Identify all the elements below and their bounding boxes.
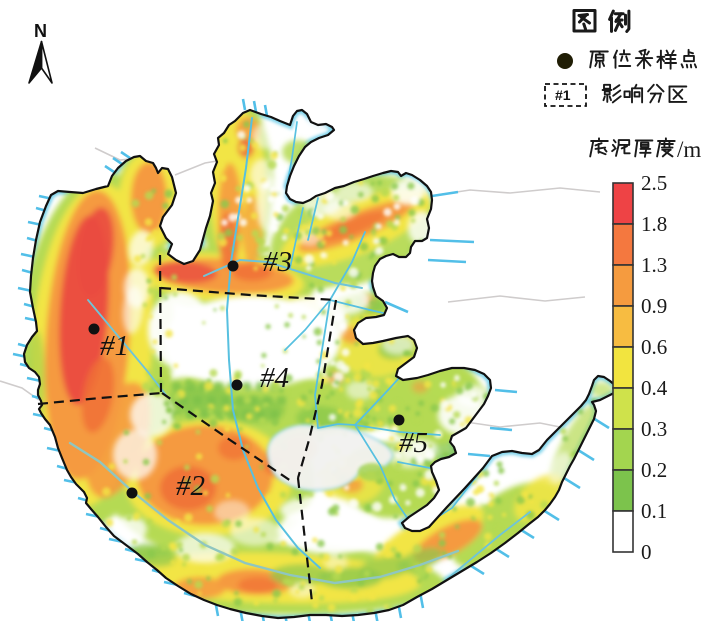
svg-text:2.5: 2.5 xyxy=(641,171,667,195)
svg-text:/m: /m xyxy=(677,137,701,162)
svg-text:0.2: 0.2 xyxy=(641,458,667,482)
svg-text:0.9: 0.9 xyxy=(641,294,667,318)
svg-text:#5: #5 xyxy=(399,427,428,459)
svg-text:1.3: 1.3 xyxy=(641,253,667,277)
svg-text:0.3: 0.3 xyxy=(641,417,667,441)
svg-text:0.1: 0.1 xyxy=(641,499,667,523)
svg-text:N: N xyxy=(34,21,47,41)
svg-text:0.6: 0.6 xyxy=(641,335,667,359)
svg-text:0.4: 0.4 xyxy=(641,376,668,400)
svg-text:#3: #3 xyxy=(263,246,292,278)
svg-text:#4: #4 xyxy=(260,362,289,394)
svg-text:#1: #1 xyxy=(555,87,571,103)
svg-text:0: 0 xyxy=(641,540,652,564)
svg-text:#1: #1 xyxy=(100,330,129,362)
svg-text:#2: #2 xyxy=(176,470,205,502)
svg-text:1.8: 1.8 xyxy=(641,212,667,236)
